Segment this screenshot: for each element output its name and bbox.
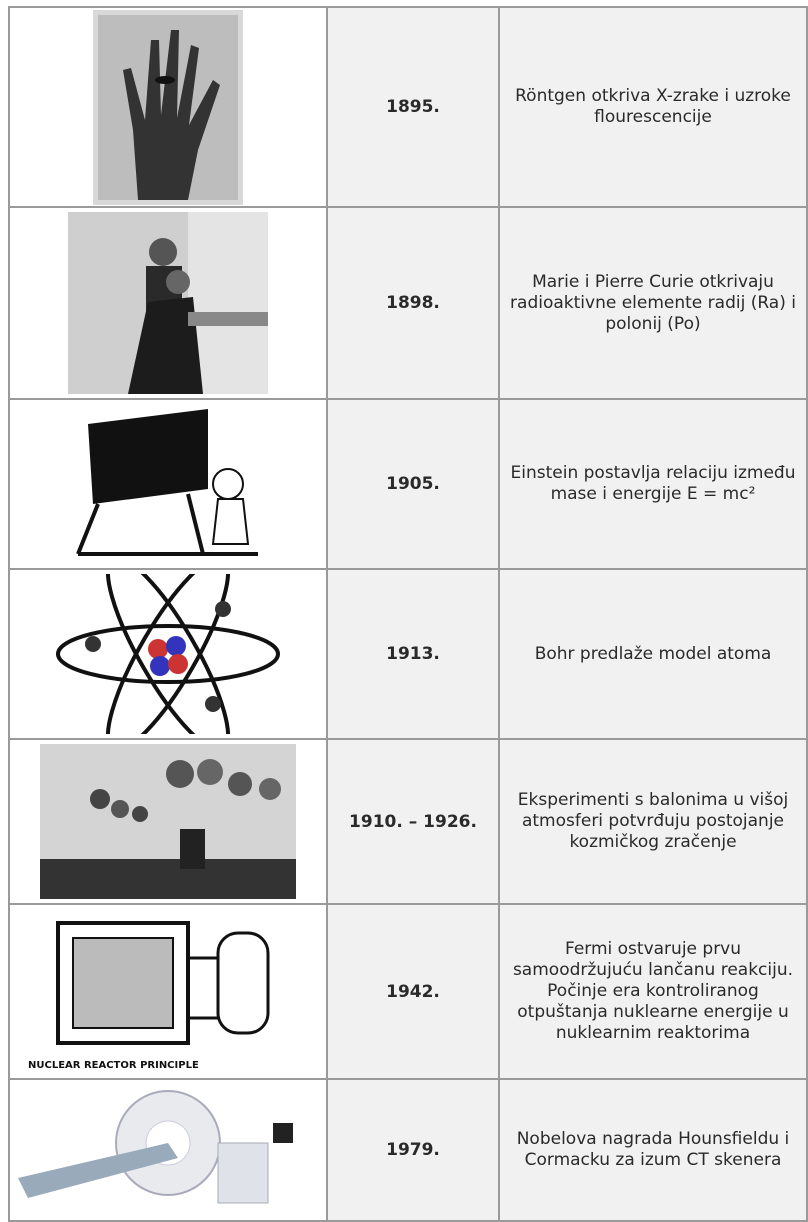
description: Röntgen otkriva X-zrake i uzroke floures… (498, 6, 808, 208)
illustration-shape (72, 936, 174, 1029)
description: Eksperimenti s balonima u višoj atmosfer… (498, 738, 808, 905)
illustration-shape (56, 624, 280, 684)
row: 1913. Bohr predlaže model atoma (8, 568, 808, 740)
illustration-shape (188, 312, 268, 326)
row: 1898. Marie i Pierre Curie otkrivaju rad… (8, 206, 808, 400)
description: Fermi ostvaruje prvu samoodržujuću lanča… (498, 903, 808, 1080)
illustration-shape (166, 270, 190, 294)
illustration-shape (105, 574, 231, 734)
row: 1910. – 1926. Eksperimenti s balonima u … (8, 738, 808, 905)
description: Marie i Pierre Curie otkrivaju radioakti… (498, 206, 808, 400)
illustration-shape (205, 696, 221, 712)
description: Bohr predlaže model atoma (498, 568, 808, 740)
illustration-shape (123, 29, 220, 200)
row: 1895. Röntgen otkriva X-zrake i uzroke f… (8, 6, 808, 208)
illustration-shape (76, 503, 100, 555)
illustration-shape (166, 636, 186, 656)
illustration-shape (155, 75, 175, 84)
image-cell: NUCLEAR REACTOR PRINCIPLE (8, 903, 328, 1080)
atom-model (56, 574, 280, 734)
einstein-cartoon (76, 409, 258, 556)
illustration-shape (215, 601, 231, 617)
illustration-shape (111, 800, 129, 818)
illustration-shape (85, 636, 101, 652)
row: NUCLEAR REACTOR PRINCIPLE 1942. Fermi os… (8, 903, 808, 1080)
illustration-shape (228, 772, 252, 796)
illustration-shape (180, 829, 205, 869)
xray-hand-image (93, 9, 243, 205)
ct-scanner-image (18, 1089, 293, 1203)
illustration-shape (88, 409, 208, 504)
year: 1905. (326, 398, 500, 570)
illustration-shape (166, 760, 194, 788)
illustration-shape (128, 297, 203, 394)
image-cell (8, 738, 328, 905)
illustration-shape (105, 574, 231, 734)
illustration-shape (132, 806, 148, 822)
illustration-shape (197, 759, 223, 785)
reactor-diagram: NUCLEAR REACTOR PRINCIPLE (28, 920, 270, 1071)
year: 1913. (326, 568, 500, 740)
balloons-photo (40, 744, 296, 899)
illustration-shape (90, 789, 110, 809)
row: 1979. Nobelova nagrada Hounsfieldu i Cor… (8, 1078, 808, 1222)
description: Einstein postavlja relaciju između mase … (498, 398, 808, 570)
illustration-shape (40, 859, 296, 899)
illustration-shape (188, 956, 218, 1019)
illustration-shape (259, 778, 281, 800)
image-cell (8, 568, 328, 740)
row: 1905. Einstein postavlja relaciju između… (8, 398, 808, 570)
illustration-shape (18, 1142, 178, 1198)
illustration-shape (211, 498, 250, 545)
description: Nobelova nagrada Hounsfieldu i Cormacku … (498, 1078, 808, 1222)
illustration-shape (186, 493, 205, 555)
year: 1895. (326, 6, 500, 208)
image-cell (8, 1078, 328, 1222)
image-cell (8, 6, 328, 208)
image-caption: NUCLEAR REACTOR PRINCIPLE (28, 1060, 199, 1071)
illustration-shape (148, 639, 168, 659)
illustration-shape (212, 468, 244, 500)
illustration-shape (168, 654, 188, 674)
illustration-shape (216, 931, 270, 1034)
year: 1910. – 1926. (326, 738, 500, 905)
illustration-shape (273, 1122, 293, 1143)
year: 1942. (326, 903, 500, 1080)
year: 1898. (326, 206, 500, 400)
timeline-table: 1895. Röntgen otkriva X-zrake i uzroke f… (8, 6, 808, 1222)
curie-photo (68, 212, 268, 394)
illustration-shape (217, 1142, 269, 1203)
year: 1979. (326, 1078, 500, 1222)
image-cell (8, 206, 328, 400)
image-cell (8, 398, 328, 570)
illustration-shape (188, 212, 268, 394)
illustration-shape (149, 238, 177, 266)
illustration-shape (150, 656, 170, 676)
